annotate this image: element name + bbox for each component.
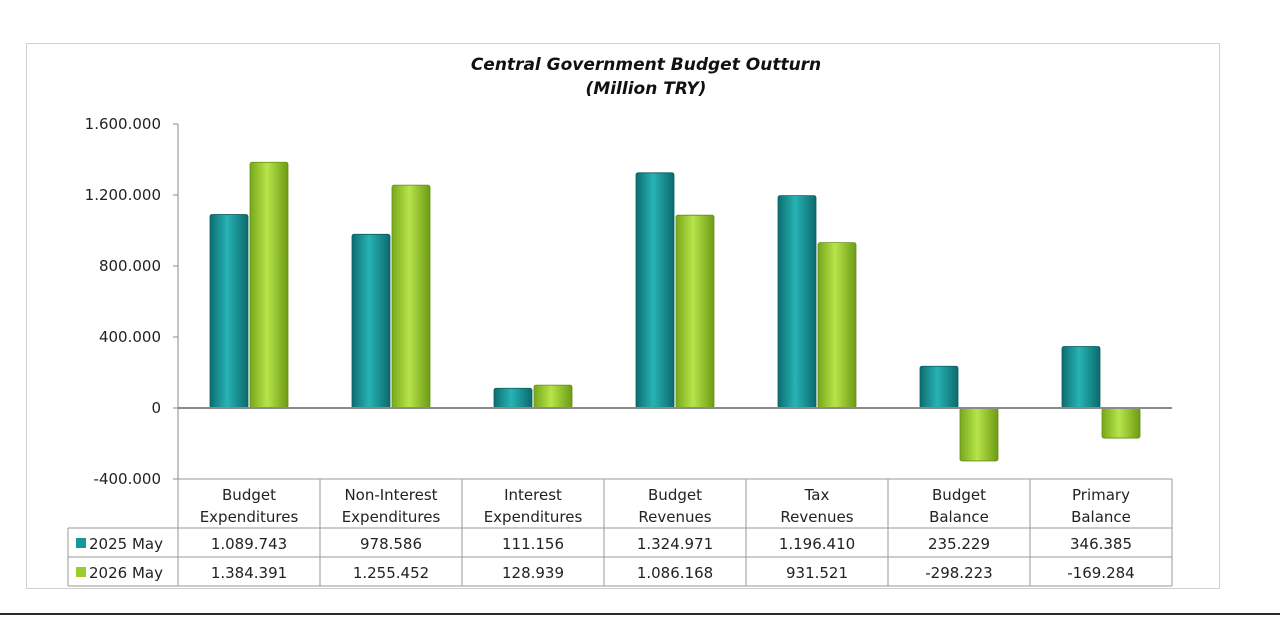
data-label: 1.324.971 xyxy=(637,535,713,553)
data-label: 235.229 xyxy=(928,535,990,553)
data-label: 346.385 xyxy=(1070,535,1132,553)
legend-label: 2026 May xyxy=(89,564,163,582)
bar-2026-6 xyxy=(1101,407,1141,439)
legend-swatch-2026 xyxy=(76,567,86,577)
category-label: Balance xyxy=(929,508,989,526)
legend-label: 2025 May xyxy=(89,535,163,553)
data-label: 1.089.743 xyxy=(211,535,287,553)
bar-2026-3 xyxy=(675,214,715,409)
legend-swatch-2025 xyxy=(76,538,86,548)
data-label: 931.521 xyxy=(786,564,848,582)
y-tick-label: -400.000 xyxy=(94,470,161,488)
data-label: 1.086.168 xyxy=(637,564,713,582)
bar-2025-2 xyxy=(493,387,533,409)
data-label: 128.939 xyxy=(502,564,564,582)
data-label: -298.223 xyxy=(925,564,992,582)
data-label: 1.196.410 xyxy=(779,535,855,553)
category-label: Budget xyxy=(222,486,276,504)
category-label: Revenues xyxy=(780,508,853,526)
category-label: Budget xyxy=(648,486,702,504)
bar-2025-1 xyxy=(351,233,391,409)
category-label: Expenditures xyxy=(342,508,441,526)
category-label: Tax xyxy=(804,486,830,504)
bar-2025-3 xyxy=(635,172,675,409)
chart-subtitle: (Million TRY) xyxy=(586,79,707,99)
data-label: 978.586 xyxy=(360,535,422,553)
y-tick-label: 1.200.000 xyxy=(85,186,161,204)
data-label: 1.255.452 xyxy=(353,564,429,582)
bar-2025-4 xyxy=(777,195,817,409)
bar-2025-6 xyxy=(1061,346,1101,409)
category-label: Non-Interest xyxy=(344,486,437,504)
category-label: Expenditures xyxy=(200,508,299,526)
category-label: Balance xyxy=(1071,508,1131,526)
y-tick-label: 0 xyxy=(151,399,161,417)
category-label: Primary xyxy=(1072,486,1130,504)
bar-2026-2 xyxy=(533,384,573,409)
y-tick-label: 400.000 xyxy=(99,328,161,346)
bar-2026-0 xyxy=(249,161,289,409)
bar-2025-0 xyxy=(209,214,249,409)
bar-2026-5 xyxy=(959,407,999,462)
y-tick-label: 800.000 xyxy=(99,257,161,275)
category-label: Budget xyxy=(932,486,986,504)
bottom-rule xyxy=(0,613,1280,621)
chart-title: Central Government Budget Outturn xyxy=(471,55,821,75)
category-label: Expenditures xyxy=(484,508,583,526)
data-label: 111.156 xyxy=(502,535,564,553)
category-label: Revenues xyxy=(638,508,711,526)
data-label: -169.284 xyxy=(1067,564,1134,582)
bar-2026-1 xyxy=(391,184,431,409)
bar-2025-5 xyxy=(919,365,959,409)
bar-2026-4 xyxy=(817,242,857,409)
category-label: Interest xyxy=(504,486,562,504)
data-label: 1.384.391 xyxy=(211,564,287,582)
y-tick-label: 1.600.000 xyxy=(85,115,161,133)
